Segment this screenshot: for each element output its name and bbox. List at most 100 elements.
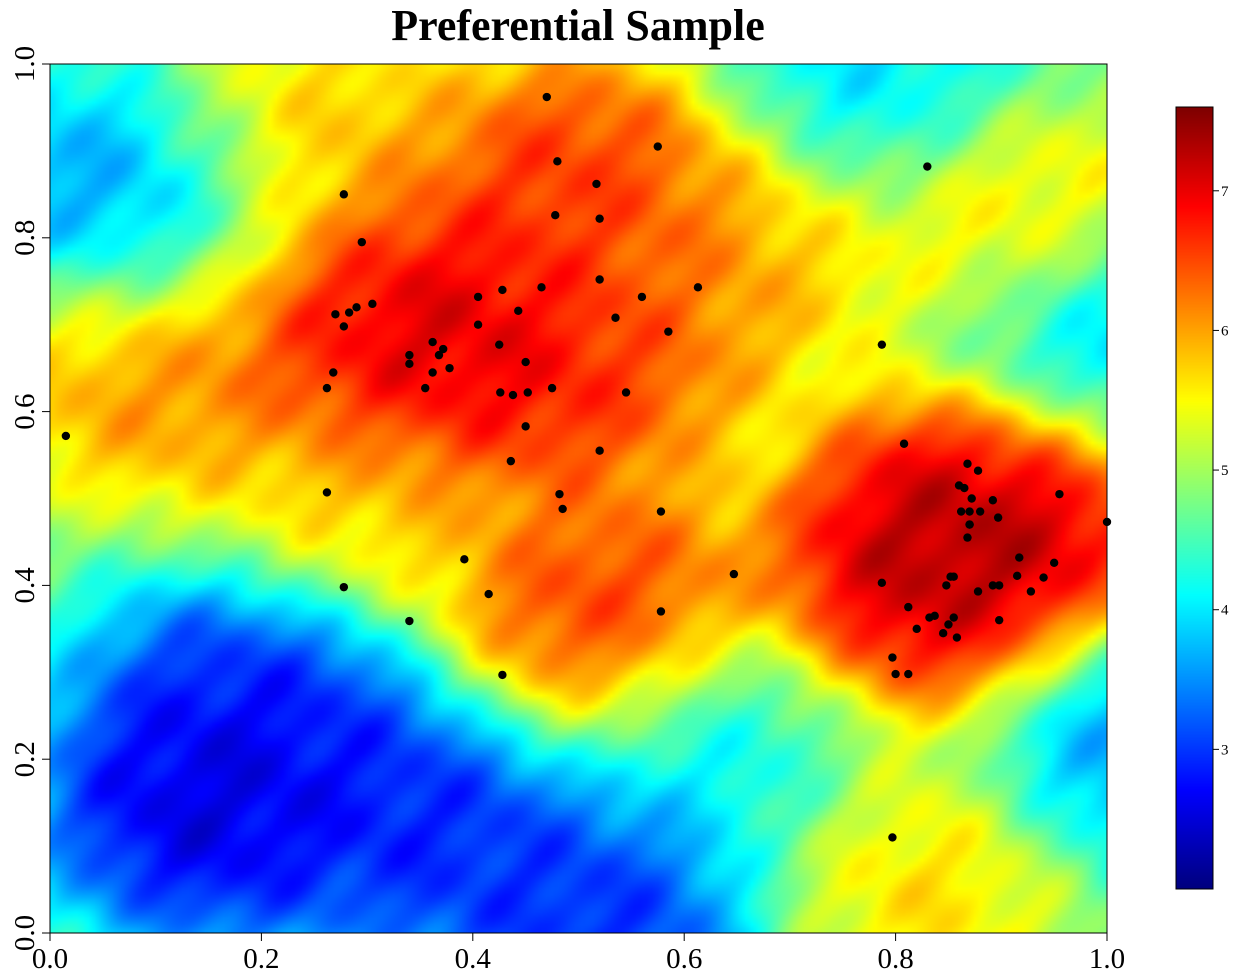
sample-point xyxy=(973,587,983,596)
y-tick-label: 0.8 xyxy=(9,220,41,256)
sample-point xyxy=(637,292,647,302)
colorbar-tick-label: 7 xyxy=(1221,184,1229,200)
sample-points xyxy=(61,92,1112,842)
sample-point xyxy=(551,211,560,220)
sample-point xyxy=(405,616,414,626)
sample-point xyxy=(344,308,354,317)
sample-point xyxy=(498,285,507,295)
heatmap-image xyxy=(50,64,1107,933)
colorbar-tick-label: 3 xyxy=(1221,742,1229,758)
sample-point xyxy=(988,581,998,590)
sample-point xyxy=(891,669,900,679)
sample-point xyxy=(445,363,454,373)
sample-point xyxy=(938,628,948,638)
sample-point xyxy=(1015,553,1024,562)
y-axis: 0.0 0.2 0.4 0.6 0.8 1.0 xyxy=(9,46,51,951)
x-tick-label: 0.6 xyxy=(666,943,702,975)
sample-point xyxy=(592,179,601,189)
sample-point xyxy=(877,578,887,587)
sample-point xyxy=(994,581,1004,590)
x-tick-label: 1.0 xyxy=(1089,943,1125,975)
y-tick-label: 0.2 xyxy=(9,741,41,777)
x-tick-label: 0.2 xyxy=(243,943,279,975)
sample-point xyxy=(537,283,546,292)
sample-point xyxy=(495,340,504,349)
sample-point xyxy=(1026,587,1036,596)
y-tick-label: 0.6 xyxy=(9,393,41,429)
y-tick-label: 0.4 xyxy=(9,567,41,604)
sample-point xyxy=(339,322,349,331)
sample-point xyxy=(729,569,739,579)
y-tick-label: 0.0 xyxy=(9,915,41,951)
sample-point xyxy=(888,833,897,842)
sample-point xyxy=(664,327,673,336)
sample-point xyxy=(339,190,349,199)
sample-point xyxy=(368,299,377,309)
sample-point xyxy=(653,142,662,151)
sample-point xyxy=(421,383,430,393)
heatmap-field xyxy=(50,64,1107,933)
sample-point xyxy=(993,513,1003,522)
sample-point xyxy=(508,390,518,400)
sample-point xyxy=(949,613,958,622)
sample-point xyxy=(693,283,703,292)
sample-point xyxy=(988,496,998,505)
sample-point xyxy=(555,489,564,499)
sample-point xyxy=(595,275,604,284)
sample-point xyxy=(1012,571,1022,581)
chart-title: Preferential Sample xyxy=(391,1,765,50)
sample-point xyxy=(973,466,983,475)
sample-point xyxy=(521,357,530,367)
sample-point xyxy=(956,507,966,516)
sample-point xyxy=(942,581,951,590)
sample-point xyxy=(912,624,921,634)
sample-point xyxy=(405,350,414,360)
sample-point xyxy=(352,303,361,312)
colorbar-gradient xyxy=(1176,107,1213,889)
sample-point xyxy=(339,582,349,592)
sample-point xyxy=(923,162,932,171)
sample-point xyxy=(514,306,523,315)
sample-point xyxy=(656,607,666,616)
sample-point xyxy=(523,388,532,397)
y-tick-label: 1.0 xyxy=(9,46,41,82)
colorbar: 3 4 5 6 7 xyxy=(1175,106,1229,890)
sample-point xyxy=(496,388,505,397)
sample-point xyxy=(965,520,974,529)
sample-point xyxy=(899,439,909,448)
sample-point xyxy=(1102,517,1112,527)
sample-point xyxy=(963,533,972,542)
sample-point xyxy=(994,615,1004,625)
sample-point xyxy=(1039,573,1048,582)
sample-point xyxy=(611,313,620,322)
colorbar-axis: 3 4 5 6 7 xyxy=(1213,184,1229,758)
sample-point xyxy=(965,507,974,516)
sample-point xyxy=(460,555,469,564)
sample-point xyxy=(61,431,71,441)
sample-point xyxy=(621,388,631,397)
sample-point xyxy=(963,459,972,468)
x-axis: 0.0 0.2 0.4 0.6 0.8 1.0 xyxy=(32,932,1125,975)
sample-point xyxy=(1049,558,1059,568)
sample-point xyxy=(331,310,340,319)
sample-point xyxy=(946,572,955,581)
sample-point xyxy=(595,446,604,455)
sample-point xyxy=(558,504,567,514)
sample-point xyxy=(498,670,507,680)
x-tick-label: 0.8 xyxy=(877,943,913,975)
sample-point xyxy=(547,383,557,393)
sample-point xyxy=(1055,489,1064,499)
sample-point xyxy=(542,92,551,102)
sample-point xyxy=(405,359,414,369)
sample-point xyxy=(904,669,913,679)
sample-point xyxy=(322,383,332,393)
sample-point xyxy=(975,507,985,516)
sample-point xyxy=(428,368,437,377)
sample-point xyxy=(357,237,367,247)
sample-point xyxy=(888,653,897,662)
sample-point xyxy=(473,292,483,302)
sample-point xyxy=(960,483,969,493)
sample-point xyxy=(952,633,962,642)
colorbar-frame xyxy=(1175,106,1214,890)
